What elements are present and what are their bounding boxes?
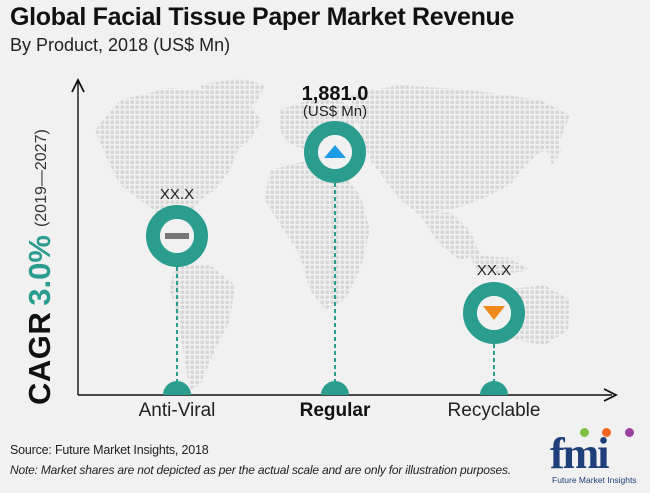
marker-recyclable xyxy=(463,282,525,395)
triangle-up-icon xyxy=(324,145,346,158)
unit-label-regular: (US$ Mn) xyxy=(302,103,368,120)
value-label-recyclable: XX.X xyxy=(476,262,512,279)
minus-icon xyxy=(165,233,189,239)
logo-dot-green-icon xyxy=(580,428,589,437)
logo-dot-purple-icon xyxy=(625,428,634,437)
value-label-regular: 1,881.0 xyxy=(301,83,369,105)
value-label-anti-viral: XX.X xyxy=(159,186,195,203)
category-label-regular: Regular xyxy=(299,400,371,421)
base-semicircle-icon xyxy=(480,381,508,395)
logo-dot-orange-icon xyxy=(602,428,611,437)
marker-regular xyxy=(304,121,366,395)
base-semicircle-icon xyxy=(321,381,349,395)
logo-mark: fmi xyxy=(550,429,610,478)
triangle-down-icon xyxy=(483,306,505,320)
category-label-anti-viral: Anti-Viral xyxy=(138,400,216,421)
note-text: Note: Market shares are not depicted as … xyxy=(10,463,511,477)
y-axis-arrow-icon xyxy=(71,77,85,93)
logo-name: Future Market Insights xyxy=(552,475,637,485)
fmi-logo: fmi Future Market Insights xyxy=(550,428,645,488)
base-semicircle-icon xyxy=(163,381,191,395)
x-axis-arrow-icon xyxy=(603,388,619,402)
chart-title: Global Facial Tissue Paper Market Revenu… xyxy=(10,3,515,31)
category-label-recyclable: Recyclable xyxy=(447,400,541,421)
marker-anti-viral xyxy=(146,205,208,395)
chart-subtitle: By Product, 2018 (US$ Mn) xyxy=(10,35,231,55)
source-text: Source: Future Market Insights, 2018 xyxy=(10,443,209,457)
